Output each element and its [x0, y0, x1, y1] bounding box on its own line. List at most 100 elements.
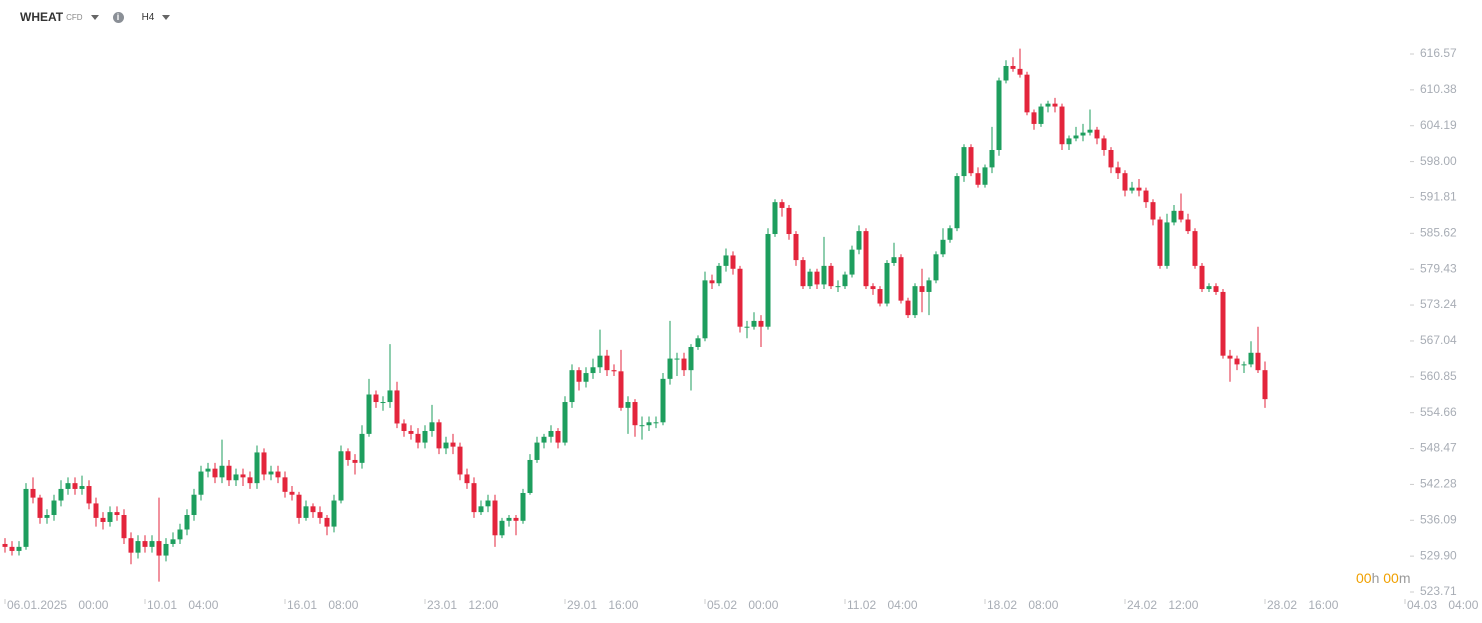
candle-body — [744, 326, 750, 328]
candle-body — [261, 452, 267, 475]
candle-body — [1157, 219, 1163, 266]
candle-body — [212, 468, 218, 478]
candle-body — [1206, 286, 1212, 290]
candle-body — [450, 442, 456, 447]
candle-body — [604, 355, 610, 371]
x-tick-label: 11.02 04:00 — [847, 598, 918, 612]
candle-body — [135, 541, 141, 553]
candle-body — [779, 202, 785, 208]
candle-body — [163, 543, 169, 556]
candle-body — [1066, 138, 1072, 145]
candle-body — [737, 268, 743, 327]
candle-body — [1101, 138, 1107, 150]
candle-body — [919, 286, 925, 292]
candle-body — [289, 491, 295, 495]
candle-body — [170, 539, 176, 544]
candle-body — [1003, 65, 1009, 81]
candle-body — [891, 257, 897, 263]
candle-body — [177, 529, 183, 540]
y-tick-label: 523.71 — [1420, 584, 1457, 598]
y-tick-label: 604.19 — [1420, 118, 1457, 132]
candle-body — [401, 423, 407, 431]
candle-body — [520, 492, 526, 521]
candle-body — [107, 512, 113, 522]
candle-body — [905, 300, 911, 316]
candle-body — [331, 500, 337, 527]
symbol-dropdown[interactable] — [90, 14, 99, 20]
candle-body — [492, 500, 498, 536]
candle-body — [93, 503, 99, 518]
minutes: 00 — [1383, 570, 1399, 586]
candle-body — [422, 430, 428, 443]
candle-body — [1045, 103, 1051, 107]
candle-body — [1024, 74, 1030, 113]
candle-body — [730, 255, 736, 269]
hours: 00 — [1356, 570, 1372, 586]
timeframe[interactable]: H4 — [141, 11, 155, 23]
y-tick-label: 610.38 — [1420, 82, 1457, 96]
candle-body — [1185, 219, 1191, 232]
market: CFD — [66, 12, 83, 22]
candle-body — [65, 483, 71, 489]
candle-body — [835, 286, 841, 288]
candle-body — [688, 346, 694, 371]
y-tick-label: 542.28 — [1420, 477, 1457, 491]
symbol[interactable]: WHEAT — [20, 10, 64, 24]
candle-body — [359, 433, 365, 463]
candle-body — [940, 239, 946, 255]
y-tick-label: 591.81 — [1420, 190, 1457, 204]
candle-body — [611, 370, 617, 372]
candle-body — [240, 474, 246, 478]
candle-body — [842, 274, 848, 287]
timeframe-dropdown[interactable] — [162, 14, 171, 20]
candle-body — [436, 422, 442, 449]
candle-body — [681, 358, 687, 371]
candle-body — [856, 231, 862, 250]
header: WHEAT CFD i H4 — [20, 10, 171, 24]
candle-body — [1150, 202, 1156, 220]
candle-body — [100, 517, 106, 522]
candle-body — [527, 459, 533, 493]
candle-body — [268, 471, 274, 475]
x-tick-label: 28.02 16:00 — [1267, 598, 1339, 612]
candle-body — [156, 541, 162, 556]
candle-body — [569, 370, 575, 403]
candle-body — [16, 546, 22, 551]
candle-body — [618, 371, 624, 408]
candle-body — [1241, 364, 1247, 366]
y-tick-label: 560.85 — [1420, 369, 1457, 383]
candle-body — [485, 500, 491, 507]
candle-body — [548, 430, 554, 437]
info-icon[interactable]: i — [112, 11, 124, 23]
candle-body — [443, 442, 449, 449]
candle-body — [254, 452, 260, 484]
candle-body — [86, 486, 92, 504]
candle-body — [933, 254, 939, 281]
candle-body — [457, 446, 463, 475]
candle-body — [1248, 352, 1254, 365]
candle-body — [863, 231, 869, 287]
candle-body — [142, 541, 148, 547]
candle-body — [345, 451, 351, 460]
candle-body — [1227, 355, 1233, 359]
candle-body — [702, 280, 708, 339]
candle-body — [597, 355, 603, 368]
x-tick-label: 18.02 08:00 — [987, 598, 1059, 612]
candle-body — [1122, 173, 1128, 191]
candle-body — [380, 402, 386, 404]
candle-body — [583, 373, 589, 382]
candle-body — [786, 207, 792, 235]
candle-body — [1192, 231, 1198, 266]
candle-body — [1143, 190, 1149, 203]
x-tick-label: 04.03 04:00 — [1407, 598, 1479, 612]
candle-body — [1234, 358, 1240, 365]
candle-body — [1136, 187, 1142, 191]
candle-body — [506, 517, 512, 521]
candle-body — [282, 477, 288, 492]
x-tick-label: 24.02 12:00 — [1127, 598, 1199, 612]
candle-body — [751, 320, 757, 327]
x-tick-label: 06.01.2025 00:00 — [7, 598, 109, 612]
candle-body — [793, 234, 799, 261]
